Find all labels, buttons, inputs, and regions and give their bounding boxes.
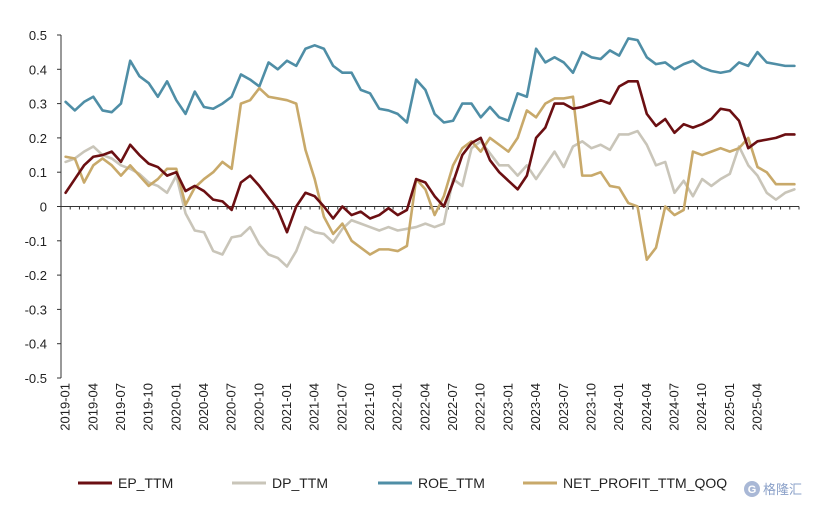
x-tick-label: 2019-10 [141,383,156,431]
x-tick-label: 2024-10 [694,383,709,431]
watermark-logo-circle [744,481,760,497]
x-tick-label: 2019-07 [113,383,128,431]
series-lines [64,37,796,268]
legend-label-net-profit-ttm-qoq: NET_PROFIT_TTM_QOQ [563,475,727,491]
x-tick-label: 2023-01 [500,383,515,431]
x-tick-label: 2020-04 [196,383,211,431]
x-tick-label: 2023-10 [583,383,598,431]
x-tick-label: 2025-01 [722,383,737,431]
legend: EP_TTM DP_TTM ROE_TTM NET_PROFIT_TTM_QOQ [78,475,727,491]
x-tick-label: 2021-01 [279,383,294,431]
x-tick-label: 2021-04 [307,383,322,431]
watermark-text: 格隆汇 [763,482,802,497]
x-tick-label: 2020-07 [224,383,239,431]
x-tick-label: 2022-04 [417,383,432,431]
legend-label-ep-ttm: EP_TTM [118,475,173,491]
x-tick-label: 2019-04 [85,383,100,431]
y-tick-label: -0.5 [25,371,47,386]
y-tick-label: 0.2 [29,131,47,146]
x-tick-label: 2023-04 [528,383,543,431]
y-tick-label: -0.4 [25,337,47,352]
series-line-ep-ttm [64,80,796,234]
x-tick-label: 2019-01 [58,383,73,431]
y-tick-label: -0.1 [25,234,47,249]
x-tick-label: 2022-10 [473,383,488,431]
watermark-logo-letter: G [748,484,757,496]
legend-label-roe-ttm: ROE_TTM [418,475,485,491]
x-tick-label: 2025-04 [749,383,764,431]
watermark: G 格隆汇 [744,481,802,497]
y-tick-label: 0 [40,200,47,215]
x-tick-label: 2020-01 [168,383,183,431]
series-line-dp-ttm [64,129,796,268]
legend-label-dp-ttm: DP_TTM [272,475,328,491]
y-tick-label: 0.1 [29,165,47,180]
series-line-roe-ttm [64,37,796,124]
y-tick-label: 0.4 [29,62,47,77]
series-line-net-profit-ttm-qoq [64,86,796,261]
y-tick-label: 0.5 [29,28,47,43]
y-axis: 0.5 0.4 0.3 0.2 0.1 0 -0.1 -0.2 -0.3 -0.4 -0.5 [25,28,62,386]
x-tick-label: 2024-04 [639,383,654,431]
x-tick-label: 2021-07 [334,383,349,431]
y-tick-label: -0.2 [25,268,47,283]
x-tick-label: 2022-07 [445,383,460,431]
y-tick-label: -0.3 [25,302,47,317]
x-tick-label: 2022-01 [390,383,405,431]
x-axis: 2019-01 2019-04 2019-07 2019-10 2020-01 2020-… [58,206,800,431]
x-tick-label: 2023-07 [556,383,571,431]
x-tick-label: 2020-10 [251,383,266,431]
x-tick-label: 2024-07 [666,383,681,431]
x-tick-label: 2021-10 [362,383,377,431]
x-tick-label: 2024-01 [611,383,626,431]
y-tick-label: 0.3 [29,97,47,112]
